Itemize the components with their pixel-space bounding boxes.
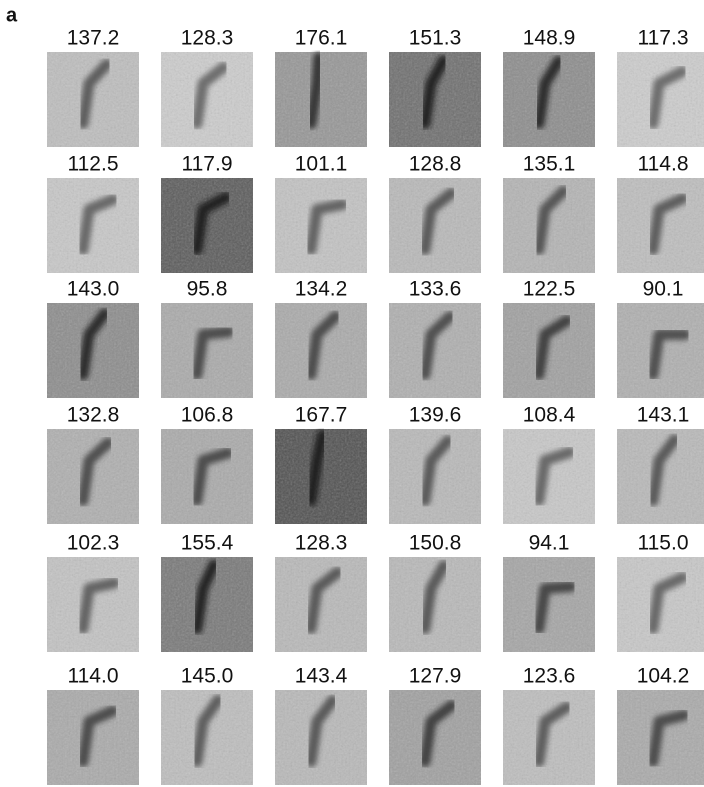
- angle-label: 135.1: [523, 153, 576, 176]
- angle-label: 104.2: [637, 665, 690, 688]
- micrograph-tile: [389, 303, 481, 398]
- tile-noise: [503, 557, 595, 652]
- micrograph-tile: [161, 303, 253, 398]
- tile-noise: [161, 303, 253, 398]
- tile-noise: [47, 303, 139, 398]
- tile-noise: [275, 178, 367, 273]
- angle-label: 176.1: [295, 27, 348, 50]
- angle-label: 128.3: [181, 27, 234, 50]
- tile-noise: [275, 303, 367, 398]
- angle-label: 155.4: [181, 532, 234, 555]
- micrograph-tile: [503, 52, 595, 147]
- micrograph-tile: [47, 557, 139, 652]
- angle-label: 115.0: [638, 532, 689, 555]
- micrograph-tile: [389, 429, 481, 524]
- angle-label: 106.8: [181, 404, 234, 427]
- angle-label: 143.0: [67, 278, 120, 301]
- angle-label: 112.5: [68, 153, 119, 176]
- tile-noise: [389, 178, 481, 273]
- angle-label: 123.6: [523, 665, 576, 688]
- micrograph-tile: [275, 178, 367, 273]
- angle-label: 167.7: [295, 404, 348, 427]
- angle-label: 128.8: [409, 153, 462, 176]
- tile-noise: [161, 52, 253, 147]
- tile-noise: [389, 690, 481, 785]
- angle-label: 133.6: [409, 278, 462, 301]
- micrograph-tile: [503, 178, 595, 273]
- angle-label: 143.1: [637, 404, 690, 427]
- micrograph-tile: [503, 690, 595, 785]
- micrograph-tile: [275, 429, 367, 524]
- micrograph-tile: [161, 557, 253, 652]
- tile-noise: [275, 557, 367, 652]
- micrograph-tile: [389, 52, 481, 147]
- tile-noise: [47, 429, 139, 524]
- angle-label: 117.3: [638, 27, 689, 50]
- micrograph-tile: [617, 429, 704, 524]
- micrograph-tile: [389, 178, 481, 273]
- micrograph-tile: [47, 178, 139, 273]
- micrograph-tile: [503, 303, 595, 398]
- tile-noise: [161, 690, 253, 785]
- angle-label: 117.9: [182, 153, 233, 176]
- tile-noise: [503, 690, 595, 785]
- angle-label: 122.5: [523, 278, 576, 301]
- micrograph-tile: [161, 178, 253, 273]
- micrograph-tile: [275, 557, 367, 652]
- angle-label: 102.3: [67, 532, 120, 555]
- tile-noise: [161, 178, 253, 273]
- micrograph-tile: [617, 303, 704, 398]
- micrograph-tile: [617, 557, 704, 652]
- micrograph-tile: [389, 557, 481, 652]
- micrograph-tile: [47, 690, 139, 785]
- angle-label: 132.8: [67, 404, 120, 427]
- panel-label: a: [6, 4, 18, 26]
- micrograph-tile: [47, 52, 139, 147]
- micrograph-tile: [47, 303, 139, 398]
- micrograph-tile: [503, 429, 595, 524]
- angle-label: 150.8: [409, 532, 462, 555]
- tile-noise: [503, 303, 595, 398]
- angle-label: 148.9: [523, 27, 576, 50]
- micrograph-tile: [503, 557, 595, 652]
- tile-noise: [47, 52, 139, 147]
- page: a 137.2 128.3 176.1 151.3 148.9 117.3 112.5 117…: [0, 0, 704, 787]
- micrograph-tile: [47, 429, 139, 524]
- tile-noise: [275, 690, 367, 785]
- angle-label: 134.2: [295, 278, 348, 301]
- micrograph-tile: [617, 178, 704, 273]
- micrograph-tile: [389, 690, 481, 785]
- angle-label: 143.4: [295, 665, 348, 688]
- tile-noise: [389, 303, 481, 398]
- tile-noise: [47, 690, 139, 785]
- angle-label: 145.0: [181, 665, 234, 688]
- angle-label: 151.3: [409, 27, 462, 50]
- angle-label: 90.1: [643, 278, 684, 301]
- tile-noise: [161, 429, 253, 524]
- tile-noise: [47, 178, 139, 273]
- tile-noise: [389, 429, 481, 524]
- angle-label: 137.2: [67, 27, 120, 50]
- angle-label: 108.4: [523, 404, 576, 427]
- tile-noise: [503, 178, 595, 273]
- micrograph-tile: [275, 303, 367, 398]
- micrograph-tile: [161, 52, 253, 147]
- micrograph-tile: [161, 429, 253, 524]
- micrograph-tile: [617, 52, 704, 147]
- angle-label: 139.6: [409, 404, 462, 427]
- angle-label: 101.1: [295, 153, 348, 176]
- micrograph-tile: [275, 690, 367, 785]
- angle-label: 114.8: [638, 153, 689, 176]
- tile-noise: [47, 557, 139, 652]
- angle-label: 114.0: [68, 665, 119, 688]
- angle-label: 127.9: [409, 665, 462, 688]
- angle-label: 95.8: [187, 278, 228, 301]
- tile-noise: [503, 429, 595, 524]
- angle-label: 128.3: [295, 532, 348, 555]
- angle-label: 94.1: [529, 532, 570, 555]
- micrograph-tile: [617, 690, 704, 785]
- micrograph-tile: [161, 690, 253, 785]
- figure-panel: a 137.2 128.3 176.1 151.3 148.9 117.3 112.5 117…: [0, 0, 704, 787]
- micrograph-tile: [275, 52, 367, 147]
